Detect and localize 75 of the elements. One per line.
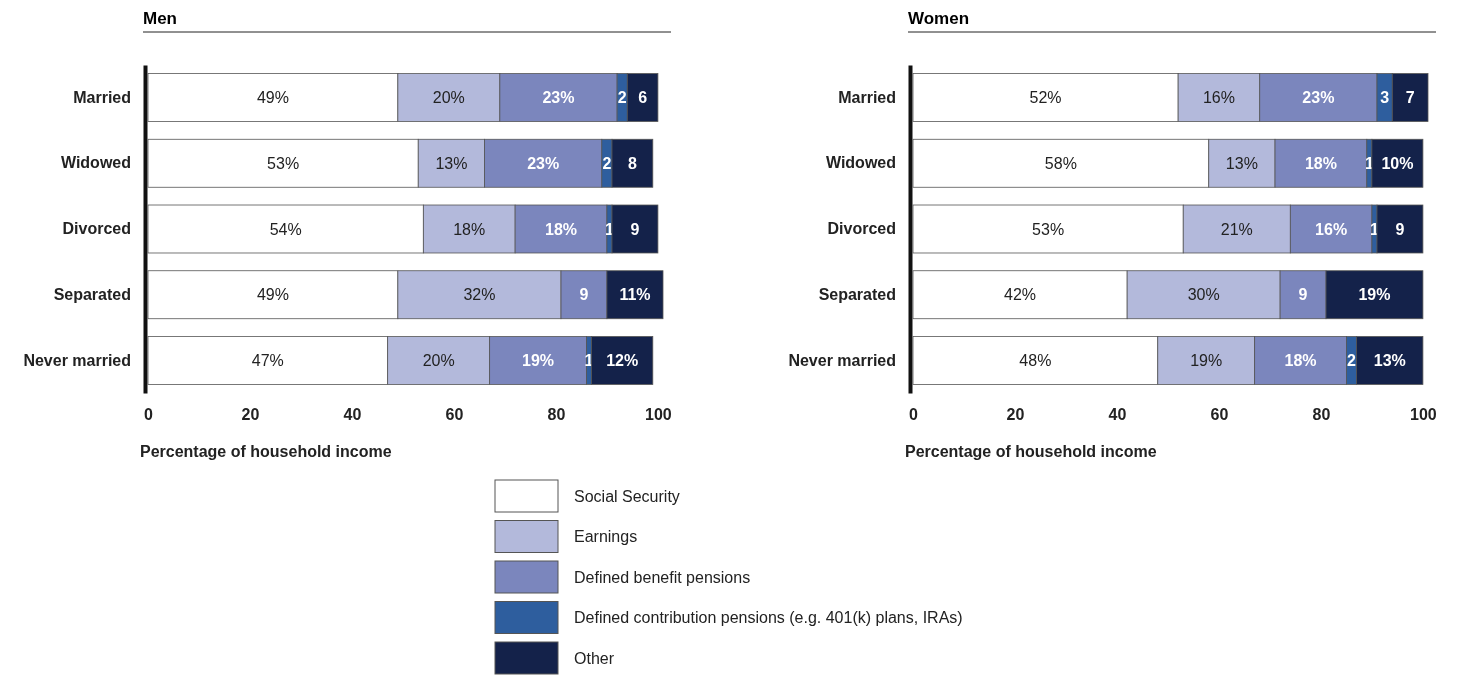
y-tick-label: Divorced <box>827 220 896 238</box>
data-label: 18% <box>1304 154 1337 172</box>
data-label: 2 <box>602 154 612 172</box>
x-tick-label: 60 <box>445 406 464 424</box>
x-tick-label: 40 <box>343 406 362 424</box>
data-label: 19% <box>522 352 555 370</box>
x-tick-label: 20 <box>241 406 260 424</box>
data-label: 23% <box>527 154 560 172</box>
data-label: 54% <box>269 220 302 238</box>
data-label: 47% <box>251 352 284 370</box>
x-tick-label: 80 <box>1312 406 1331 424</box>
x-tick-label: 40 <box>1108 406 1127 424</box>
data-label: 53% <box>1032 220 1065 238</box>
data-label: 18% <box>545 220 578 238</box>
data-label: 20% <box>422 352 455 370</box>
data-label: 16% <box>1315 220 1348 238</box>
x-tick-label: 100 <box>1410 406 1437 424</box>
x-tick-label: 100 <box>645 406 672 424</box>
data-label: 53% <box>267 154 300 172</box>
x-tick-label: 0 <box>909 406 919 424</box>
data-label: 42% <box>1004 286 1037 304</box>
data-label: 19% <box>1358 286 1391 304</box>
x-tick-label: 80 <box>547 406 566 424</box>
data-label: 6 <box>638 89 648 107</box>
data-label: 49% <box>256 286 289 304</box>
data-label: 7 <box>1405 89 1415 107</box>
legend-label: Social Security <box>574 487 680 505</box>
data-label: 8 <box>627 154 637 172</box>
y-tick-label: Widowed <box>60 154 131 172</box>
legend-label: Other <box>574 649 615 667</box>
data-label: 13% <box>435 154 468 172</box>
legend-label: Defined contribution pensions (e.g. 401(k) plans, IRAs) <box>574 609 963 627</box>
data-label: 3 <box>1380 89 1390 107</box>
y-tick-label: Separated <box>818 285 896 303</box>
data-label: 19% <box>1190 352 1223 370</box>
data-label: 58% <box>1044 154 1077 172</box>
legend-label: Earnings <box>574 528 638 546</box>
data-label: 16% <box>1202 89 1235 107</box>
data-label: 13% <box>1225 154 1258 172</box>
data-label: 13% <box>1373 352 1406 370</box>
x-axis-title: Percentage of household income <box>905 443 1157 460</box>
data-label: 2 <box>1347 352 1357 370</box>
data-label: 49% <box>256 89 289 107</box>
x-tick-label: 0 <box>144 406 154 424</box>
data-label: 23% <box>542 89 575 107</box>
data-label: 12% <box>606 352 639 370</box>
data-label: 30% <box>1187 286 1220 304</box>
data-label: 32% <box>463 286 496 304</box>
data-label: 11% <box>619 286 651 304</box>
data-label: 18% <box>1284 352 1317 370</box>
y-tick-label: Separated <box>53 285 131 303</box>
data-label: 21% <box>1220 220 1253 238</box>
data-label: 52% <box>1029 89 1062 107</box>
y-tick-label: Never married <box>788 351 896 369</box>
y-tick-label: Married <box>838 88 896 106</box>
chart-title: Men <box>143 9 177 28</box>
x-tick-label: 20 <box>1006 406 1025 424</box>
x-axis-title: Percentage of household income <box>140 443 392 460</box>
y-tick-label: Widowed <box>825 154 896 172</box>
data-label: 9 <box>579 286 589 304</box>
data-label: 23% <box>1302 89 1335 107</box>
data-label: 48% <box>1019 352 1052 370</box>
data-label: 20% <box>432 89 465 107</box>
data-label: 10% <box>1381 154 1414 172</box>
chart-title: Women <box>908 9 970 28</box>
x-tick-label: 60 <box>1210 406 1229 424</box>
y-tick-label: Divorced <box>62 220 131 238</box>
y-tick-label: Never married <box>23 351 131 369</box>
data-label: 2 <box>617 89 627 107</box>
legend-label: Defined benefit pensions <box>574 568 751 586</box>
data-label: 9 <box>630 220 640 238</box>
data-label: 9 <box>1395 220 1405 238</box>
data-label: 9 <box>1298 286 1308 304</box>
data-label: 18% <box>453 220 486 238</box>
y-tick-label: Married <box>73 88 131 106</box>
